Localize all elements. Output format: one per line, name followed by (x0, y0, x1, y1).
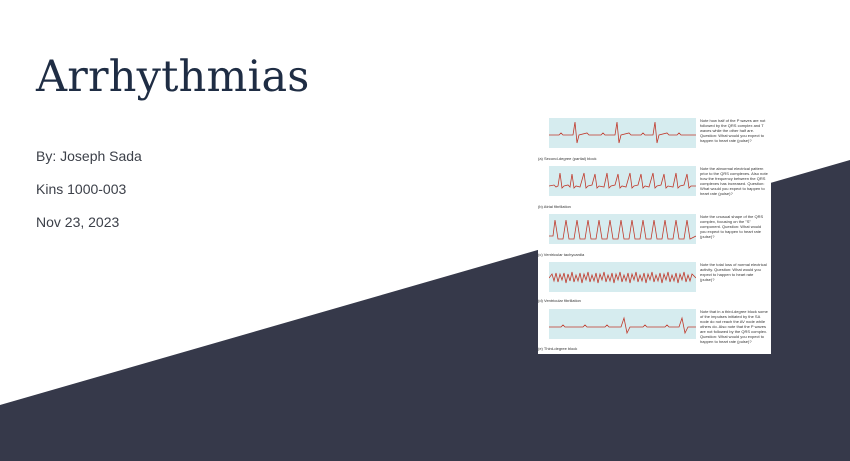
panel-a-note: Note how half of the P waves are not fol… (700, 118, 766, 143)
ecg-figure: Note how half of the P waves are not fol… (538, 115, 771, 354)
panel-e-note: Note that in a third-degree block some o… (700, 309, 768, 344)
panel-e-caption: (e) Third-degree block (538, 346, 578, 351)
panel-d-note: Note the total loss of normal electrical… (700, 262, 767, 282)
panel-c-note: Note the unusual shape of the QRS comple… (700, 214, 764, 239)
ecg-strip-atrial-fibrillation (549, 166, 696, 196)
ecg-trace (549, 121, 696, 144)
date-line: Nov 23, 2023 (36, 214, 120, 230)
ecg-trace (549, 219, 696, 240)
ecg-trace (549, 271, 696, 284)
course-line: Kins 1000-003 (36, 181, 127, 197)
ecg-trace (549, 172, 696, 189)
ecg-strip-ventricular-tachycardia (549, 214, 696, 244)
slide-title: Arrhythmias (36, 52, 310, 102)
panel-a-caption: (a) Second-degree (partial) block (538, 156, 597, 161)
ecg-strip-second-degree-block (549, 118, 696, 148)
panel-c-caption: (c) Ventricular tachycardia (538, 252, 585, 257)
ecg-strip-ventricular-fibrillation (549, 262, 696, 292)
ecg-strip-third-degree-block (549, 309, 696, 339)
ecg-trace (549, 316, 696, 335)
panel-b-caption: (b) Atrial fibrillation (538, 204, 571, 209)
panel-d-caption: (d) Ventricular fibrillation (538, 298, 581, 303)
author-line: By: Joseph Sada (36, 148, 142, 164)
panel-b-note: Note the abnormal electrical pattern pri… (700, 166, 768, 196)
